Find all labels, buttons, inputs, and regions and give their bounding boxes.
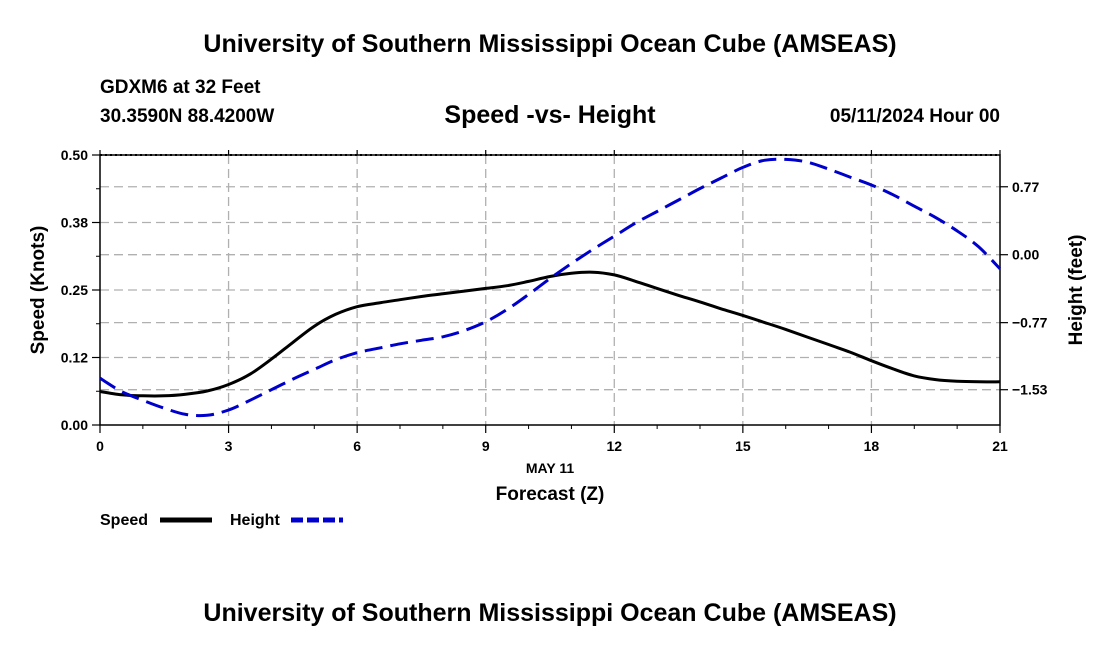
grid-lines <box>100 155 1000 425</box>
x-tick-label: 0 <box>96 438 104 454</box>
right-tick-label: 0.77 <box>1012 179 1039 195</box>
x-tick-label: 12 <box>606 438 622 454</box>
station-coordinates: 30.3590N 88.4200W <box>100 106 275 127</box>
speed-series-line <box>99 270 1001 398</box>
left-tick-label: 0.50 <box>61 147 88 163</box>
footer-title: University of Southern Mississippi Ocean… <box>203 599 897 627</box>
station-label: GDXM6 at 32 Feet <box>100 77 261 98</box>
right-tick-label: −1.53 <box>1012 382 1048 398</box>
left-tick-label: 0.12 <box>61 350 88 366</box>
x-tick-label: 6 <box>353 438 361 454</box>
height-series-line <box>99 157 1002 418</box>
x-tick-label: 15 <box>735 438 751 454</box>
left-tick-label: 0.38 <box>61 215 88 231</box>
x-tick-label: 21 <box>992 438 1008 454</box>
legend-label-speed: Speed <box>100 512 148 529</box>
legend: Speed Height <box>100 512 343 529</box>
right-tick-label: 0.00 <box>1012 247 1039 263</box>
left-tick-label: 0.00 <box>61 417 88 433</box>
x-tick-label: 3 <box>225 438 233 454</box>
x-date-label: MAY 11 <box>526 460 574 476</box>
legend-label-height: Height <box>230 512 280 529</box>
series-lines <box>99 157 1002 418</box>
left-axis-title: Speed (Knots) <box>28 226 49 355</box>
x-tick-label: 18 <box>864 438 880 454</box>
x-tick-label: 9 <box>482 438 490 454</box>
axis-ticks: 0 3 6 9 12 15 18 21 0.00 0.12 0.25 0.38 0.50 0.77 0.00… <box>61 147 1048 454</box>
left-tick-label: 0.25 <box>61 282 88 298</box>
chart-title: Speed -vs- Height <box>444 101 656 129</box>
forecast-datetime: 05/11/2024 Hour 00 <box>829 106 1000 127</box>
x-axis-title: Forecast (Z) <box>496 484 605 505</box>
right-axis-title: Height (feet) <box>1066 235 1087 346</box>
main-title: University of Southern Mississippi Ocean… <box>203 30 897 58</box>
right-tick-label: −0.77 <box>1012 315 1048 331</box>
